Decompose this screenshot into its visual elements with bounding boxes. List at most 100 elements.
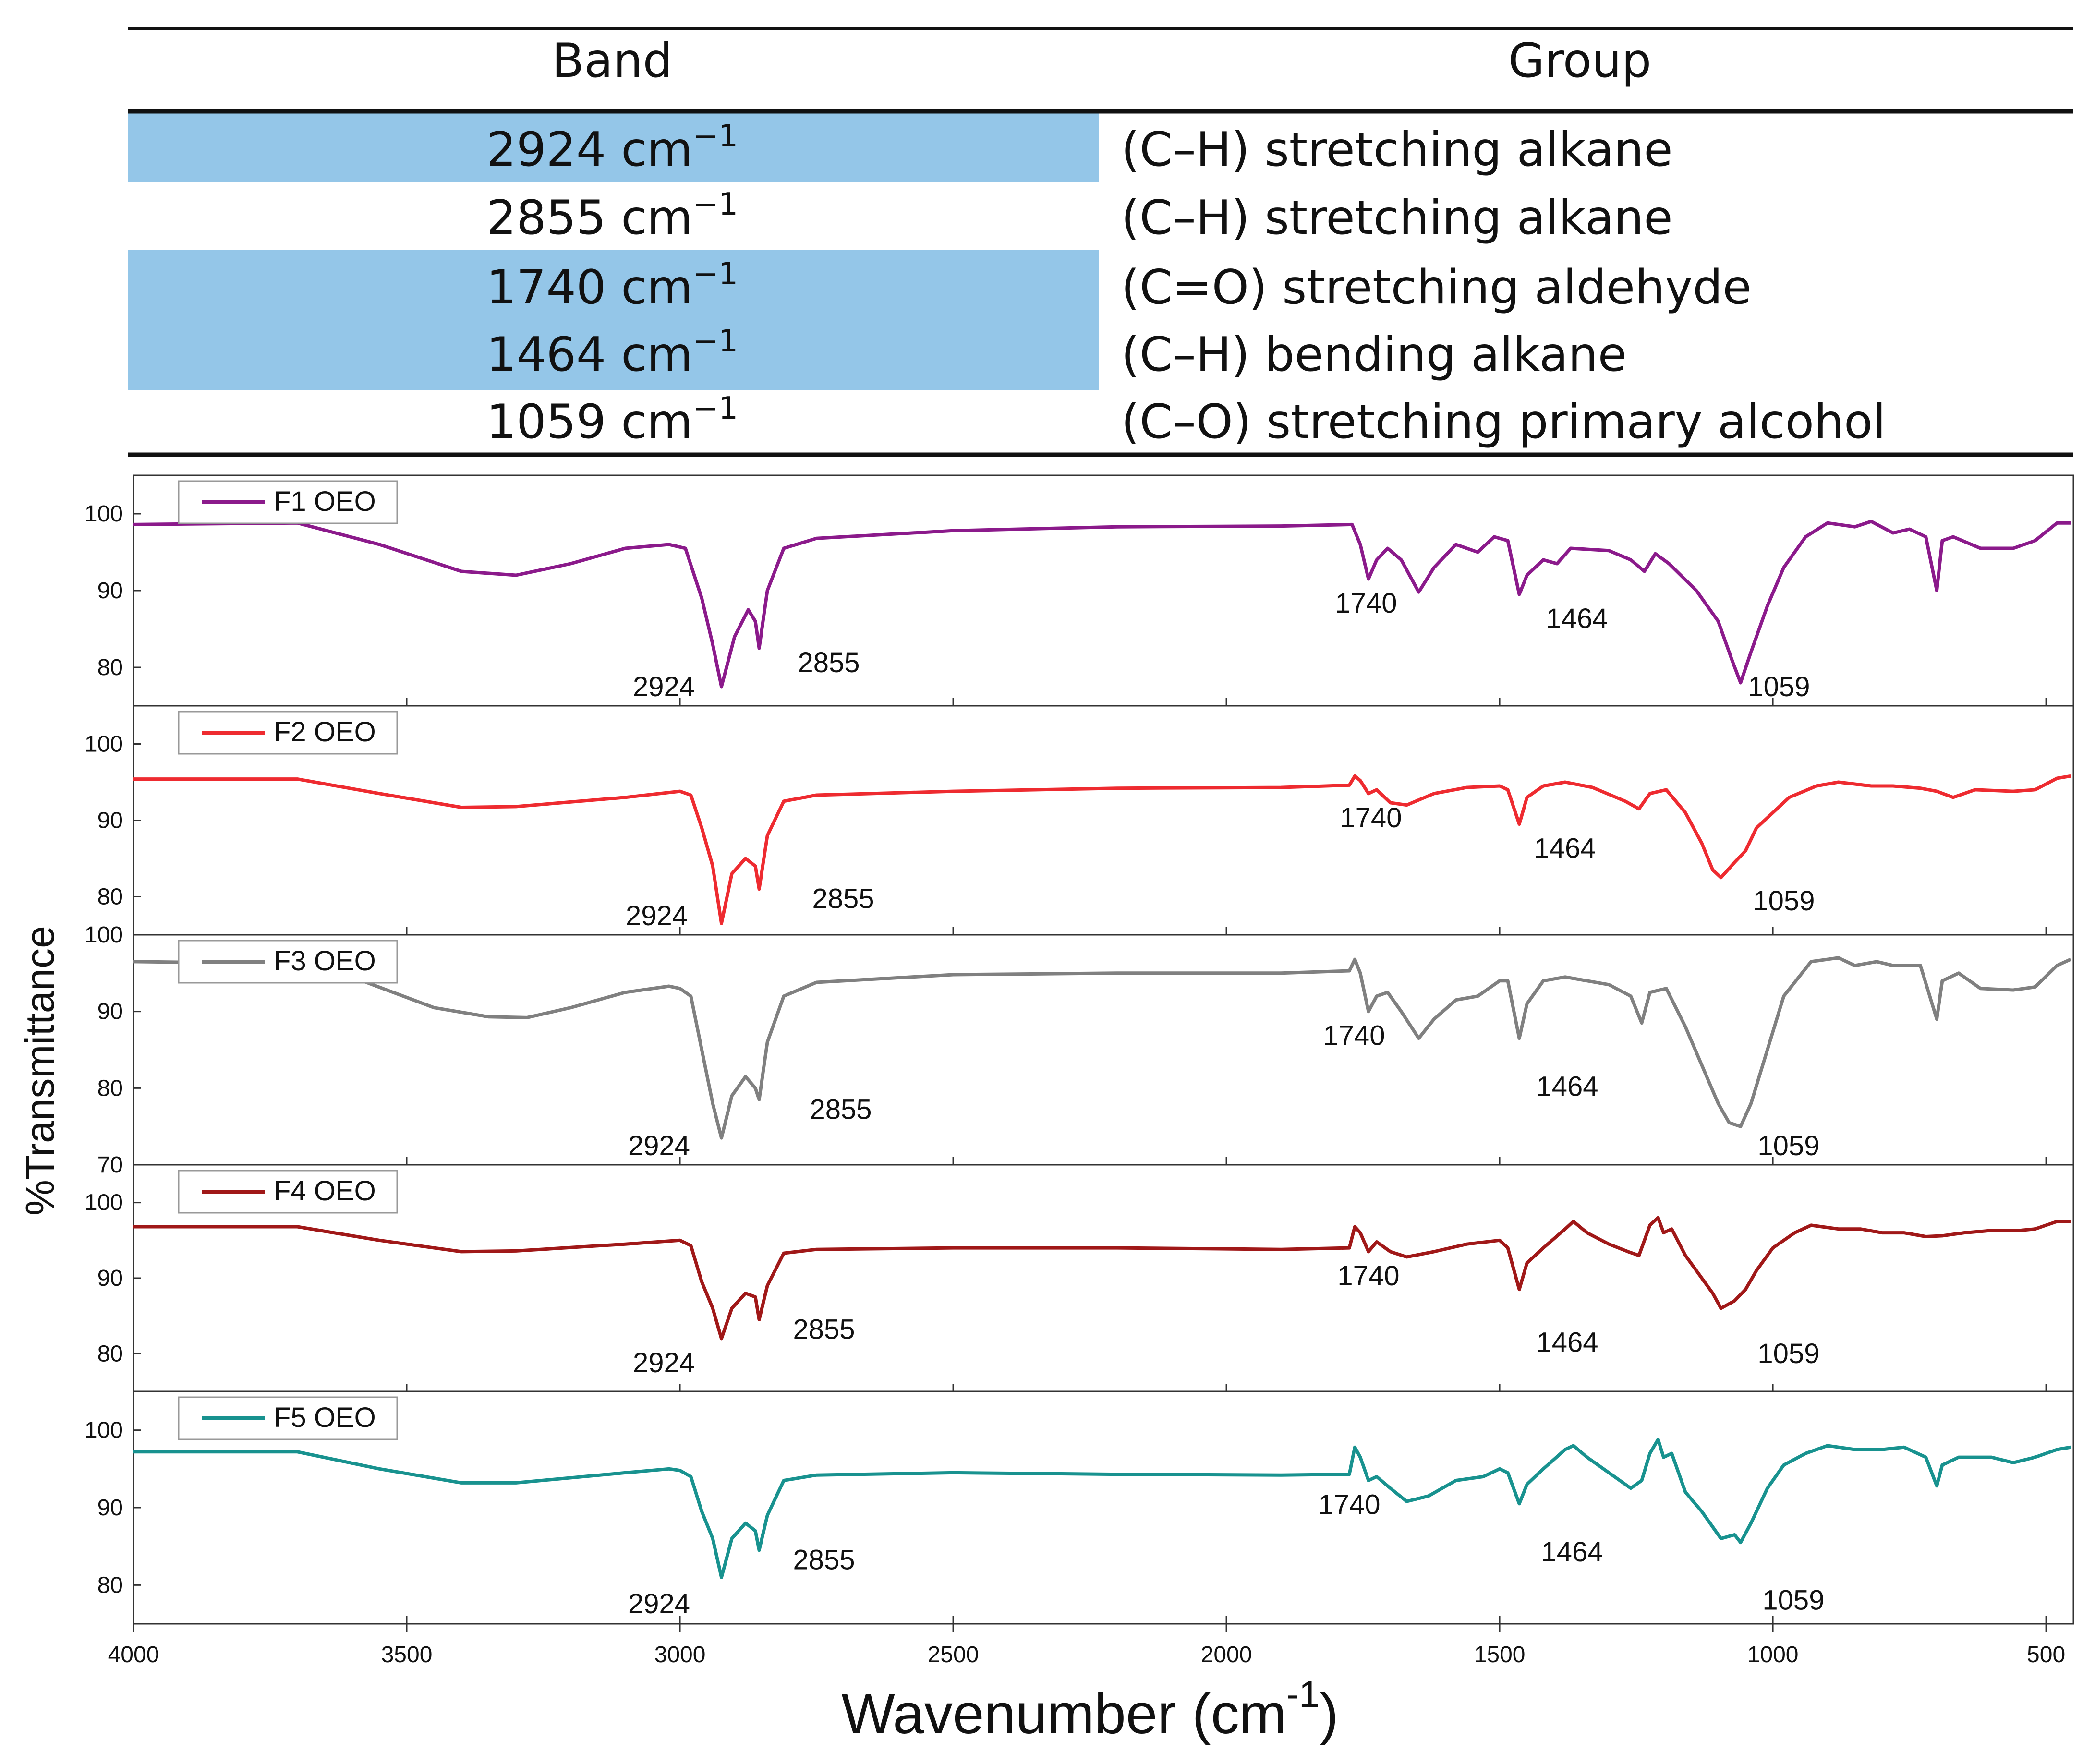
peak-annotation: 1059 [1762,1585,1824,1616]
y-tick-label: 90 [97,1266,123,1291]
spectrum-panel: 80 90 100 F5 OEO 2924 2855 1740 1464 1059 [85,1390,2074,1625]
legend-label: F4 OEO [274,1175,376,1207]
legend-label: F5 OEO [274,1402,376,1433]
spectrum-panel: 80 90 100 F2 OEO 2924 2855 1740 1464 1059 [85,705,2074,936]
band-unit-superscript: −1 [693,391,738,426]
table-row: 2855 cm−1 (C–H) stretching alkane [486,187,1673,245]
y-tick-label: 80 [97,1572,123,1598]
y-tick-label: 80 [97,655,123,680]
peak-annotation: 1059 [1757,1130,1819,1161]
x-tick-label: 3000 [654,1642,706,1667]
spectrum-panel: 80 90 100 F1 OEO 2924 2855 1740 1464 1059 [85,474,2074,707]
band-cell: 1464 cm−1 [486,324,738,382]
x-tick-label: 4000 [108,1642,159,1667]
highlight-row-2924 [128,111,1099,182]
legend-label: F3 OEO [274,945,376,977]
peak-annotation: 2855 [810,1094,872,1125]
y-tick-label: 90 [97,808,123,834]
band-unit: cm [621,395,692,449]
peak-annotation: 2924 [633,671,695,702]
x-axis-label-main: Wavenumber (cm [841,1682,1286,1746]
band-value: 2855 [486,191,606,245]
spectra-panels: 80 90 100 F1 OEO 2924 2855 1740 1464 1059 80 90 100… [85,474,2074,1625]
x-axis: 4000 3500 3000 2500 2000 1500 1000 500 [108,1624,2065,1667]
x-tick-label: 500 [2027,1642,2065,1667]
y-tick-label: 100 [85,1418,123,1443]
band-unit-superscript: −1 [693,119,738,154]
peak-annotation: 2924 [628,1130,690,1161]
header-group: Group [1508,34,1651,88]
band-unit-superscript: −1 [693,324,738,359]
legend-box [178,1170,398,1214]
x-tick-label: 3500 [381,1642,433,1667]
y-axis-label: %Transmittance [17,926,62,1216]
y-tick-label: 90 [97,578,123,604]
x-axis-label-close: ) [1320,1682,1338,1746]
highlight-row-1740-1464 [128,250,1099,390]
y-tick-label: 80 [97,1341,123,1366]
peak-annotation: 2924 [628,1588,690,1619]
group-cell: (C–H) stretching alkane [1121,122,1673,177]
band-value: 2924 [486,122,606,177]
band-assignment-table: Band Group 2924 cm−1 (C–H) stretching al… [0,0,2095,461]
group-cell: (C–H) stretching alkane [1121,191,1673,245]
peak-annotation: 1464 [1546,603,1608,634]
spectrum-line [133,1438,2071,1579]
peak-annotation: 1740 [1337,1260,1399,1292]
peak-annotation: 1464 [1534,833,1596,864]
peak-annotation: 2924 [633,1347,695,1378]
y-tick-label: 100 [85,732,123,757]
table-row: 2924 cm−1 (C–H) stretching alkane [486,119,1673,177]
group-cell: (C–O) stretching primary alcohol [1121,395,1886,449]
table-row: 1059 cm−1 (C–O) stretching primary alcoh… [486,391,1886,449]
legend-label: F2 OEO [274,716,376,748]
peak-annotation: 1464 [1537,1071,1598,1102]
peak-annotation: 1059 [1757,1338,1819,1369]
y-tick-label: 90 [97,999,123,1025]
table-row: 1464 cm−1 (C–H) bending alkane [486,324,1627,382]
x-tick-label: 2500 [928,1642,979,1667]
band-value: 1059 [486,395,606,449]
peak-annotation: 2855 [793,1314,855,1345]
y-tick-label: 100 [85,501,123,527]
x-tick-label: 2000 [1201,1642,1252,1667]
peak-annotation: 1464 [1537,1327,1598,1358]
band-value: 1464 [486,327,606,382]
legend-label: F1 OEO [274,486,376,517]
y-tick-label: 90 [97,1495,123,1521]
peak-annotation: 1740 [1335,588,1397,619]
peak-annotation: 2855 [812,883,874,915]
spectrum-panel: 70 80 90 100 F3 OEO 2924 2855 1740 1464 1059 [85,922,2074,1178]
peak-annotation: 2855 [798,647,860,678]
table-row: 1740 cm−1 (C=O) stretching aldehyde [486,256,1752,315]
band-unit: cm [621,327,692,382]
legend: F4 OEO [178,1170,398,1214]
band-unit: cm [621,122,692,177]
group-cell: (C–H) bending alkane [1121,327,1627,382]
peak-annotation: 1740 [1323,1020,1385,1051]
spectrum-line [133,956,2071,1140]
peak-annotation: 2855 [793,1545,855,1576]
peak-annotation: 1464 [1541,1536,1603,1568]
y-tick-label: 100 [85,922,123,948]
y-tick-label: 100 [85,1190,123,1216]
legend: F1 OEO [178,480,398,524]
peak-annotation: 2924 [626,900,688,931]
spectrum-panel: 80 90 100 F4 OEO 2924 2855 1740 1464 1059 [85,1164,2074,1392]
x-axis-label-superscript: -1 [1286,1673,1320,1715]
band-cell: 1740 cm−1 [486,256,738,315]
peak-annotation: 1740 [1318,1489,1380,1521]
x-tick-label: 1000 [1747,1642,1799,1667]
y-tick-label: 80 [97,884,123,910]
spectrum-line [133,774,2071,925]
spectrum-line [133,1216,2071,1341]
legend: F3 OEO [178,940,398,984]
peak-annotation: 1059 [1748,671,1810,702]
group-cell: (C=O) stretching aldehyde [1121,260,1752,315]
y-tick-label: 80 [97,1075,123,1101]
legend: F5 OEO [178,1396,398,1440]
table-svg: Band Group 2924 cm−1 (C–H) stretching al… [128,27,2073,457]
band-unit: cm [621,191,692,245]
band-cell: 1059 cm−1 [486,391,738,449]
